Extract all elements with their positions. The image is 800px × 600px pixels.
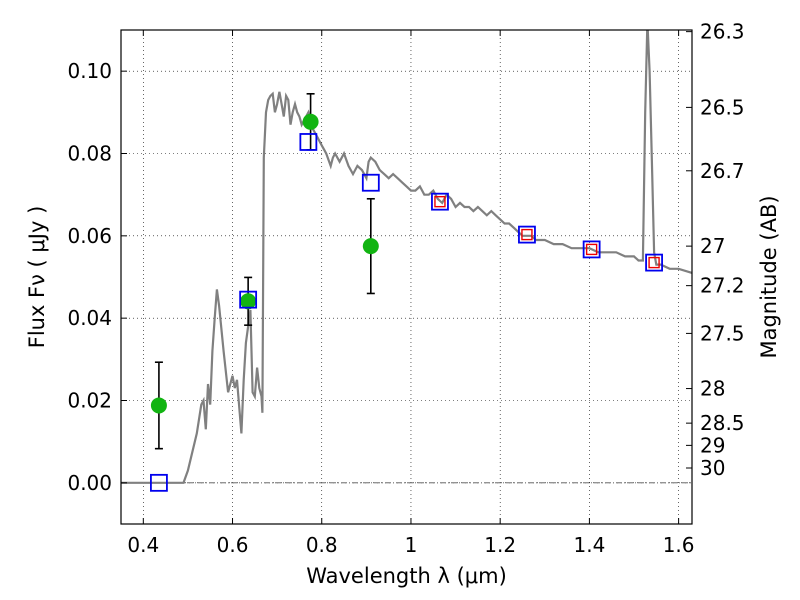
magnitude-tick-label: 30 xyxy=(700,456,725,480)
x-tick-label: 1.2 xyxy=(484,533,516,557)
model-flux-square xyxy=(645,253,663,272)
model-flux-red-square xyxy=(648,256,660,269)
plot-frame xyxy=(120,29,693,525)
model-flux-red-square xyxy=(585,243,598,256)
model-flux-square xyxy=(361,173,380,192)
magnitude-tick-label: 27 xyxy=(700,234,725,258)
observed-flux-point xyxy=(302,113,319,130)
model-flux-red-square xyxy=(434,195,446,208)
y-tick-label: 0.04 xyxy=(67,306,112,330)
model-flux-square xyxy=(239,290,258,309)
y-tick-label: 0.08 xyxy=(67,142,112,166)
model-flux-square xyxy=(299,133,318,151)
data-series xyxy=(121,30,692,492)
y-tick-label: 0.02 xyxy=(67,389,112,413)
x-axis-label: Wavelength λ (μm) xyxy=(306,564,507,588)
model-spectrum-line xyxy=(121,30,692,484)
y-axis: 0.00 0.02 0.04 0.06 0.08 0.10 xyxy=(67,59,127,495)
observed-flux-point xyxy=(240,293,257,310)
y-tick-label: 0.10 xyxy=(67,59,112,83)
magnitude-tick-label: 29 xyxy=(700,433,725,457)
y-tick-label: 0.06 xyxy=(67,224,112,248)
magnitude-tick-label: 26.5 xyxy=(700,95,745,119)
x-tick-label: 0.8 xyxy=(306,533,338,557)
model-flux-square xyxy=(150,473,168,492)
x-tick-label: 1 xyxy=(405,533,418,557)
observed-flux-point xyxy=(150,397,167,414)
magnitude-tick-label: 26.3 xyxy=(700,20,745,44)
x-axis: 0.4 0.6 0.8 1 1.2 1.4 1.6 xyxy=(127,30,695,557)
y-tick-label: 0.00 xyxy=(67,471,112,495)
x-tick-label: 0.6 xyxy=(217,533,249,557)
model-flux-square xyxy=(582,240,601,259)
magnitude-tick-label: 27.5 xyxy=(700,321,745,345)
magnitude-tick-label: 28.5 xyxy=(700,411,745,435)
model-flux-square xyxy=(431,192,449,211)
magnitude-tick-label: 26.7 xyxy=(700,159,745,183)
x-tick-label: 1.4 xyxy=(573,533,605,557)
model-flux-square xyxy=(518,225,536,244)
x-tick-label: 0.4 xyxy=(127,533,159,557)
magnitude-axis-label: Magnitude (AB) xyxy=(757,195,781,358)
model-flux-red-square xyxy=(521,228,533,241)
y-axis-label: Flux Fν ( μJy ) xyxy=(25,206,49,349)
x-tick-label: 1.6 xyxy=(663,533,695,557)
magnitude-tick-label: 27.2 xyxy=(700,274,745,298)
observed-flux-point xyxy=(362,238,379,255)
magnitude-tick-label: 28 xyxy=(700,377,725,401)
